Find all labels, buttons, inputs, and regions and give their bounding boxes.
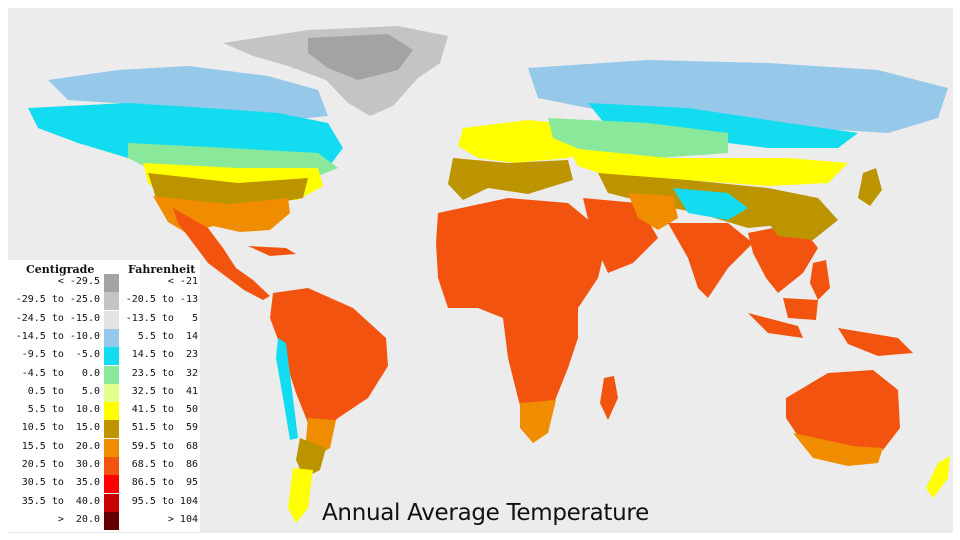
legend-fahrenheit-range: 14.5 to 23 bbox=[131, 349, 198, 361]
iran-orange bbox=[628, 193, 678, 230]
mexico-central-america bbox=[173, 208, 270, 300]
map-title: Annual Average Temperature bbox=[322, 500, 649, 526]
legend-fahrenheit-range: 59.5 to 68 bbox=[131, 440, 198, 452]
legend-row: -9.5 to -5.0 14.5 to 23 bbox=[8, 347, 200, 366]
legend-fahrenheit-range: 23.5 to 32 bbox=[131, 367, 198, 379]
legend-centigrade-range: 5.5 to 10.0 bbox=[27, 404, 100, 416]
legend-row: 20.5 to 30.0 68.5 to 86 bbox=[8, 457, 200, 475]
china-olive bbox=[758, 198, 838, 240]
legend-row: 15.5 to 20.0 59.5 to 68 bbox=[8, 438, 200, 457]
legend-row: 35.5 to 40.0 95.5 to 104 bbox=[8, 493, 200, 512]
temperature-legend: Centigrade Fahrenheit < -29.5 < -21 -29.5 … bbox=[8, 260, 200, 532]
indonesia-1 bbox=[748, 313, 803, 338]
legend-swatch bbox=[104, 457, 119, 475]
legend-swatch bbox=[104, 347, 119, 366]
legend-swatch bbox=[104, 328, 119, 347]
legend-fahrenheit-range: 86.5 to 95 bbox=[131, 477, 198, 489]
legend-swatch bbox=[104, 511, 119, 530]
legend-centigrade-range: < -29.5 bbox=[57, 276, 100, 287]
legend-fahrenheit-range: 5.5 to 14 bbox=[137, 330, 198, 342]
new-guinea bbox=[838, 328, 913, 356]
legend-swatch bbox=[104, 493, 119, 512]
europe-olive bbox=[448, 158, 573, 200]
north-america-olive bbox=[148, 173, 308, 208]
legend-swatch bbox=[104, 365, 119, 384]
legend-swatch bbox=[104, 292, 119, 311]
legend-centigrade-range: > 20.0 bbox=[57, 513, 100, 525]
andes-cyan bbox=[276, 338, 298, 440]
legend-row: -24.5 to -15.0 -13.5 to 5 bbox=[8, 310, 200, 329]
south-america-hot bbox=[270, 288, 388, 438]
legend-centigrade-range: -24.5 to -15.0 bbox=[15, 312, 100, 324]
patagonia bbox=[288, 468, 313, 523]
legend-centigrade-range: -9.5 to -5.0 bbox=[21, 349, 100, 361]
madagascar bbox=[600, 376, 618, 420]
south-america-olive bbox=[296, 438, 326, 478]
greenland-core bbox=[308, 34, 413, 80]
legend-centigrade-range: 35.5 to 40.0 bbox=[21, 495, 100, 507]
legend-centigrade-range: 30.5 to 35.0 bbox=[21, 477, 100, 489]
legend-fahrenheit-range: 32.5 to 41 bbox=[131, 385, 198, 397]
legend-centigrade-range: -29.5 to -25.0 bbox=[15, 294, 100, 306]
legend-centigrade-range: -4.5 to 0.0 bbox=[21, 367, 100, 379]
philippines bbox=[810, 260, 830, 300]
legend-fahrenheit-range: < -21 bbox=[167, 276, 198, 287]
legend-fahrenheit-range: 95.5 to 104 bbox=[131, 495, 198, 507]
legend-swatch bbox=[104, 475, 119, 494]
southeast-asia-hot bbox=[748, 223, 818, 293]
legend-swatch bbox=[104, 402, 119, 421]
legend-row: 10.5 to 15.0 51.5 to 59 bbox=[8, 420, 200, 439]
australia-orange bbox=[793, 433, 883, 466]
japan bbox=[858, 168, 882, 206]
central-asia-green bbox=[548, 118, 728, 158]
legend-swatch bbox=[104, 438, 119, 457]
legend-centigrade-range: 15.5 to 20.0 bbox=[21, 440, 100, 452]
indonesia-2 bbox=[783, 298, 818, 320]
legend-row: -14.5 to -10.0 5.5 to 14 bbox=[8, 328, 200, 347]
legend-fahrenheit-range: 41.5 to 50 bbox=[131, 404, 198, 416]
legend-row: -29.5 to -25.0 -20.5 to -13 bbox=[8, 292, 200, 311]
arctic-islands bbox=[48, 66, 328, 120]
map-canvas bbox=[28, 26, 950, 523]
siberia-cold bbox=[588, 103, 858, 148]
legend-centigrade-range: 0.5 to 5.0 bbox=[27, 385, 100, 397]
africa-hot bbox=[436, 198, 608, 433]
legend-row: 0.5 to 5.0 32.5 to 41 bbox=[8, 383, 200, 402]
caribbean-islands bbox=[248, 246, 296, 256]
legend-centigrade-range: 10.5 to 15.0 bbox=[21, 422, 100, 434]
legend-row: -4.5 to 0.0 23.5 to 32 bbox=[8, 365, 200, 384]
south-africa-orange bbox=[520, 400, 556, 443]
legend-row: > 20.0 > 104 bbox=[8, 511, 200, 530]
legend-fahrenheit-range: -20.5 to -13 bbox=[125, 294, 198, 306]
legend-fahrenheit-range: -13.5 to 5 bbox=[125, 312, 198, 324]
legend-fahrenheit-range: 51.5 to 59 bbox=[131, 422, 198, 434]
legend-row: < -29.5 < -21 bbox=[8, 274, 200, 292]
legend-swatch bbox=[104, 383, 119, 402]
tibet-cyan bbox=[673, 188, 748, 220]
legend-row: 30.5 to 35.0 86.5 to 95 bbox=[8, 475, 200, 494]
legend-fahrenheit-range: > 104 bbox=[167, 513, 198, 525]
legend-centigrade-header: Centigrade bbox=[26, 263, 95, 276]
legend-swatch bbox=[104, 274, 119, 292]
legend-fahrenheit-range: 68.5 to 86 bbox=[131, 459, 198, 470]
siberia-cyan bbox=[528, 60, 948, 133]
australia-hot bbox=[786, 370, 900, 456]
india-hot bbox=[668, 223, 753, 298]
legend-centigrade-range: -14.5 to -10.0 bbox=[15, 330, 100, 342]
legend-fahrenheit-header: Fahrenheit bbox=[128, 263, 196, 276]
legend-swatch bbox=[104, 420, 119, 439]
new-zealand bbox=[926, 456, 950, 498]
legend-centigrade-range: 20.5 to 30.0 bbox=[21, 459, 100, 470]
legend-swatch bbox=[104, 310, 119, 329]
legend-row: 5.5 to 10.0 41.5 to 50 bbox=[8, 402, 200, 421]
